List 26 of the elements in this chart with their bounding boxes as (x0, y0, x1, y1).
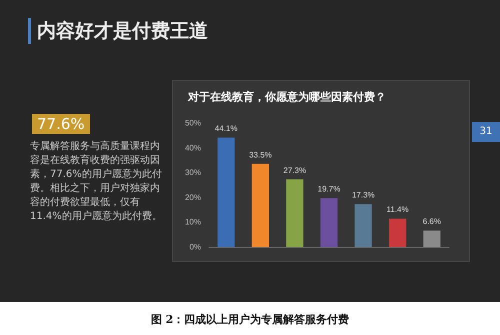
bar (423, 230, 440, 247)
bar (252, 164, 269, 247)
bar (354, 204, 372, 247)
bar (389, 218, 406, 247)
bar (320, 198, 338, 247)
y-tick-label: 30% (184, 168, 201, 178)
bar (286, 179, 304, 247)
data-label: 11.4% (386, 205, 409, 214)
y-tick-label: 20% (184, 192, 201, 202)
text: 内容好才是付费王道 (28, 18, 208, 44)
text: 31 (472, 122, 500, 142)
data-label: 17.3% (352, 190, 375, 200)
y-tick-label: 50% (184, 118, 201, 128)
data-label: 33.5% (249, 150, 272, 160)
y-tick-label: 10% (184, 218, 201, 227)
data-label: 27.3% (283, 166, 306, 175)
y-tick-label: 40% (184, 143, 201, 152)
text: 77.6% (32, 114, 90, 134)
chart-title: 对于在线教育，你愿意为哪些因素付费？ (187, 90, 386, 104)
bar (218, 138, 235, 247)
data-label: 19.7% (318, 184, 340, 194)
caption: 图 2：四成以上用户为专属解答服务付费 (150, 312, 350, 327)
text: 专属解答服务与高质量课程内容是在线教育收费的强驱动因素，77.6%的用户愿意为此付费。相比之下，用户对独家内容的付费欲望最低，仅有11.4%的用户愿意为此付费。 (30, 140, 162, 224)
data-label: 44.1% (214, 124, 238, 134)
data-label: 6.6% (422, 217, 441, 226)
y-tick-label: 0% (189, 242, 201, 252)
